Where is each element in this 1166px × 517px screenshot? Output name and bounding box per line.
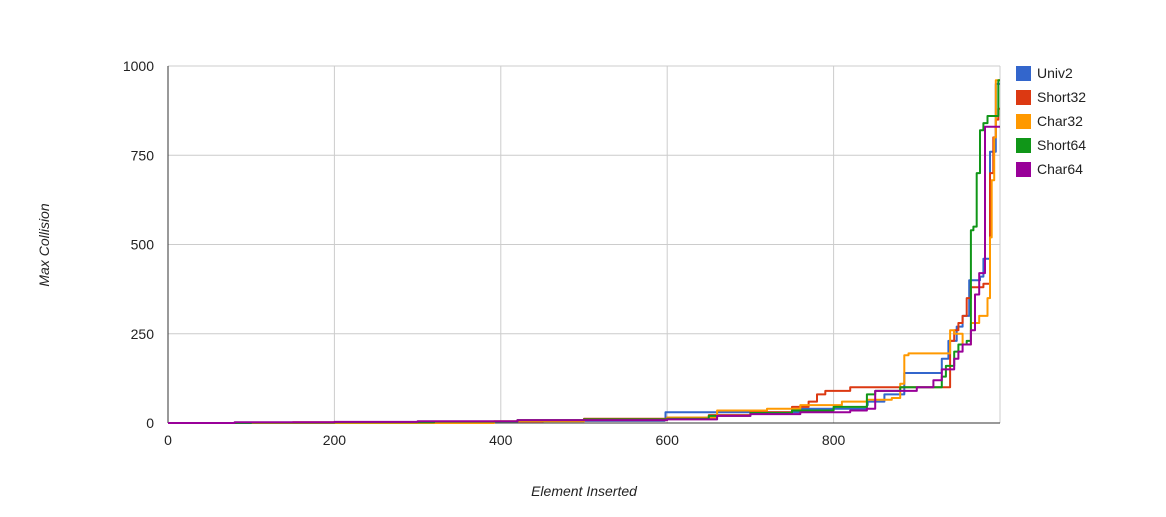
legend-label-short32: Short32 [1037, 89, 1086, 105]
y-tick-label: 0 [146, 415, 154, 431]
y-tick-label: 500 [131, 237, 155, 253]
axes: 0 200 400 600 800 0 250 500 750 1000 [123, 58, 1000, 448]
legend: Univ2 Short32 Char32 Short64 Char64 [1016, 65, 1086, 177]
legend-swatch-char64 [1016, 162, 1031, 177]
series-line-char64 [168, 125, 1000, 424]
x-tick-label: 0 [164, 432, 172, 448]
legend-label-char64: Char64 [1037, 161, 1083, 177]
y-axis-title: Max Collision [36, 203, 52, 286]
legend-swatch-char32 [1016, 114, 1031, 129]
x-tick-label: 600 [656, 432, 680, 448]
y-tick-label: 250 [131, 326, 155, 342]
series-lines [168, 79, 1000, 424]
legend-label-univ2: Univ2 [1037, 65, 1073, 81]
legend-label-char32: Char32 [1037, 113, 1083, 129]
x-tick-label: 200 [323, 432, 347, 448]
x-tick-label: 400 [489, 432, 513, 448]
x-axis-title: Element Inserted [531, 483, 638, 499]
y-tick-label: 1000 [123, 58, 154, 74]
gridlines [168, 65, 1001, 423]
legend-label-short64: Short64 [1037, 137, 1086, 153]
legend-swatch-univ2 [1016, 66, 1031, 81]
legend-swatch-short32 [1016, 90, 1031, 105]
y-tick-label: 750 [131, 147, 155, 163]
legend-swatch-short64 [1016, 138, 1031, 153]
x-tick-label: 800 [822, 432, 846, 448]
